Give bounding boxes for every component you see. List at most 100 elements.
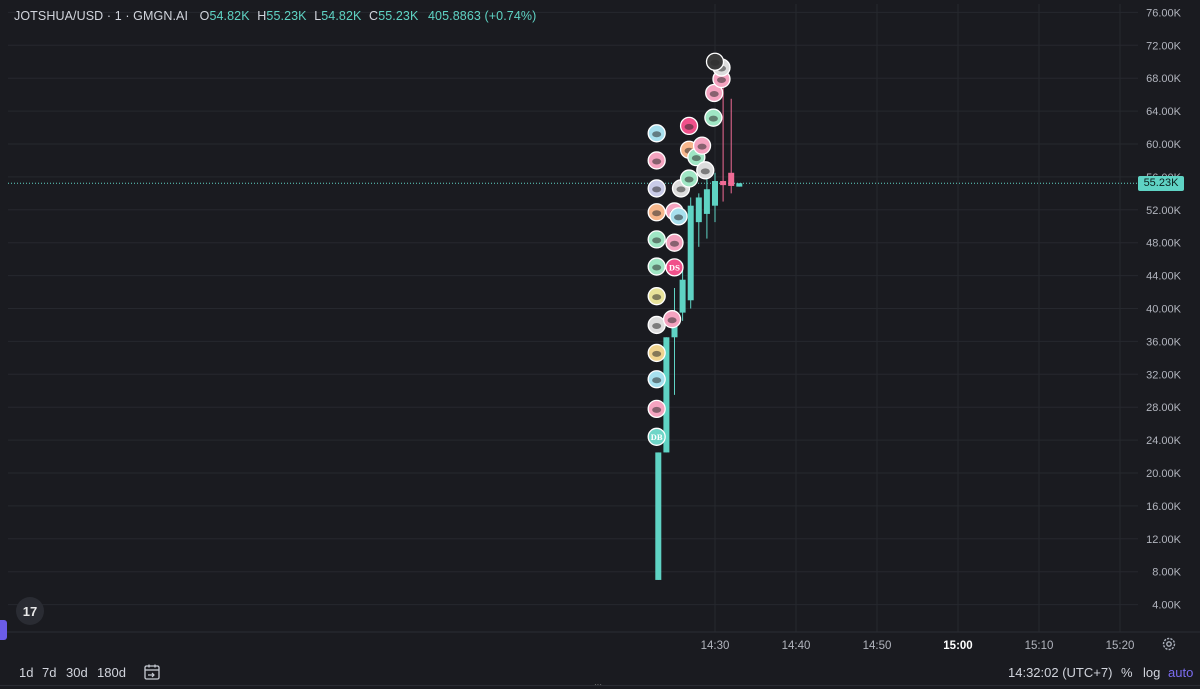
trade-marker-face [676,186,686,193]
y-tick-label: 8.00K [1152,567,1181,579]
trade-marker-face [700,168,710,175]
trade-marker[interactable] [647,343,666,363]
y-tick-label: 24.00K [1146,435,1182,447]
trade-marker-face [652,406,662,413]
candle-body [655,452,662,580]
trade-marker-face [684,176,694,183]
trade-marker-face [670,240,679,247]
y-tick-label: 52.00K [1146,205,1182,217]
close-label: C [369,9,379,23]
candle-body [687,205,694,301]
x-tick-label: 14:50 [863,640,892,652]
y-tick-label: 36.00K [1146,336,1182,348]
trade-marker[interactable] [704,108,723,127]
trade-marker[interactable] [669,207,688,226]
trade-marker[interactable] [705,52,725,71]
trade-marker-avatar [665,258,684,277]
trade-marker-face [716,77,726,84]
range-180d-button[interactable]: 180d [97,665,126,680]
candle-body [720,181,727,186]
trade-marker-face [652,322,662,329]
y-tick-label: 16.00K [1146,501,1182,513]
trade-marker[interactable] [647,370,666,389]
trade-marker[interactable] [665,233,684,252]
trade-marker[interactable]: DB [647,427,666,446]
clock-readout: 14:32:02 (UTC+7) [1008,665,1113,680]
x-tick-label: 14:40 [782,640,811,652]
trade-marker-face [709,91,719,98]
calendar-goto-icon[interactable] [143,663,161,681]
trade-marker-face [667,317,677,324]
trade-marker-face [684,123,694,130]
low-value: 54.82K [321,9,362,23]
trade-marker[interactable]: DS [665,258,684,277]
trade-marker-face [691,155,701,162]
trade-marker-face [652,237,662,244]
candle[interactable] [736,183,743,187]
x-tick-label: 14:30 [701,640,730,652]
trade-marker-face [652,186,662,193]
candle[interactable] [655,452,662,580]
tradingview-logo[interactable]: 17 [16,597,44,625]
settings-gear-icon[interactable] [1161,636,1177,652]
trade-marker-face [652,350,662,357]
x-tick-label: 15:10 [1025,640,1054,652]
candle-body [679,279,686,313]
trade-marker-face [652,294,662,301]
range-1d-button[interactable]: 1d [19,665,34,680]
trade-marker[interactable] [679,169,699,188]
candle-body [736,183,743,187]
y-tick-label: 32.00K [1146,369,1182,381]
trade-marker[interactable] [647,257,666,276]
trade-marker-face [652,377,662,384]
candle-body [703,189,710,214]
candle-body [663,337,670,453]
high-label: H [257,9,267,23]
trade-marker[interactable] [647,151,666,170]
close-value: 55.23K [378,9,419,23]
trade-marker[interactable] [647,399,666,418]
y-tick-label: 40.00K [1146,304,1182,316]
y-tick-label: 48.00K [1146,238,1182,250]
trade-marker[interactable] [647,124,666,143]
panel-resize-handle[interactable]: ··· [594,680,602,689]
left-panel-handle[interactable] [0,620,7,640]
candle[interactable] [687,197,694,309]
trade-marker[interactable] [647,203,666,222]
range-7d-button[interactable]: 7d [42,665,57,680]
trade-marker-face [652,210,662,217]
auto-scale-toggle[interactable]: auto [1168,665,1194,680]
candle[interactable] [695,193,702,247]
y-tick-label: 44.00K [1146,271,1182,283]
candle[interactable] [679,263,686,321]
chart-legend: JOTSHUA/USD · 1 · GMGN.AI O54.82K H55.23… [14,9,536,23]
trade-marker-face [652,264,662,271]
candle[interactable] [728,98,735,194]
low-label: L [314,9,322,23]
trade-marker-face [697,143,707,150]
trade-marker[interactable] [662,310,682,329]
price-change: 405.8863 (+0.74%) [427,9,537,23]
candle-body [728,172,735,186]
log-scale-toggle[interactable]: log [1143,665,1161,680]
trade-marker[interactable] [647,230,666,249]
y-tick-label: 4.00K [1152,600,1181,612]
candle[interactable] [720,74,727,202]
candle-body [712,181,718,206]
trade-marker[interactable] [679,116,699,136]
candle[interactable] [663,337,670,453]
open-label: O [199,9,210,23]
trade-marker[interactable] [692,136,712,155]
y-tick-label: 68.00K [1146,73,1182,85]
percent-scale-toggle[interactable]: % [1121,665,1133,680]
y-tick-label: 12.00K [1146,534,1182,546]
trade-marker[interactable] [647,315,666,335]
trade-marker[interactable] [647,179,666,198]
candle-body [695,197,702,223]
trade-marker[interactable] [647,287,666,306]
trade-marker[interactable] [696,161,715,180]
trade-marker-face [674,214,684,221]
candle[interactable] [712,172,718,223]
range-30d-button[interactable]: 30d [66,665,88,680]
